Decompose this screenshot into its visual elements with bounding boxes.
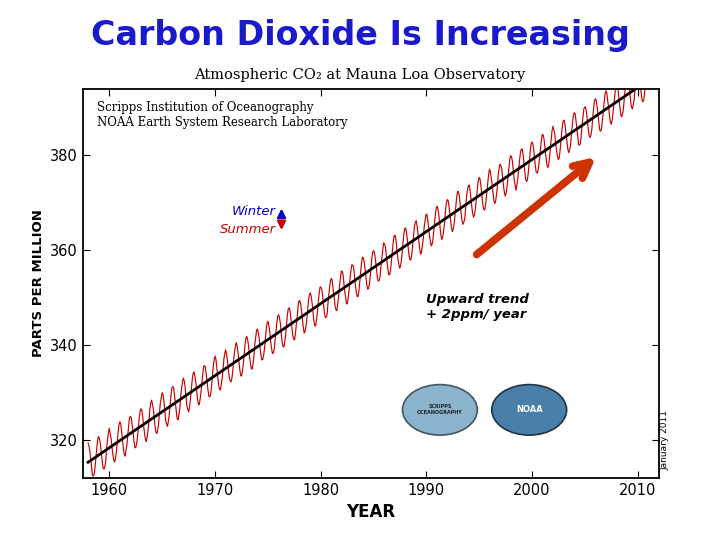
Text: Atmospheric CO₂ at Mauna Loa Observatory: Atmospheric CO₂ at Mauna Loa Observatory — [194, 68, 526, 82]
Text: SCRIPPS
OCEANOGRAPHY: SCRIPPS OCEANOGRAPHY — [417, 404, 463, 415]
Text: NOAA: NOAA — [516, 406, 543, 414]
Y-axis label: PARTS PER MILLION: PARTS PER MILLION — [32, 210, 45, 357]
Text: Summer: Summer — [220, 222, 276, 235]
Text: Upward trend
+ 2ppm/ year: Upward trend + 2ppm/ year — [426, 293, 528, 321]
Ellipse shape — [402, 384, 477, 435]
Ellipse shape — [492, 384, 567, 435]
X-axis label: YEAR: YEAR — [346, 503, 395, 521]
Text: Carbon Dioxide Is Increasing: Carbon Dioxide Is Increasing — [91, 19, 629, 52]
Text: Scripps Institution of Oceanography
NOAA Earth System Research Laboratory: Scripps Institution of Oceanography NOAA… — [97, 101, 348, 129]
Text: January 2011: January 2011 — [660, 410, 670, 470]
Text: Winter: Winter — [232, 205, 276, 218]
